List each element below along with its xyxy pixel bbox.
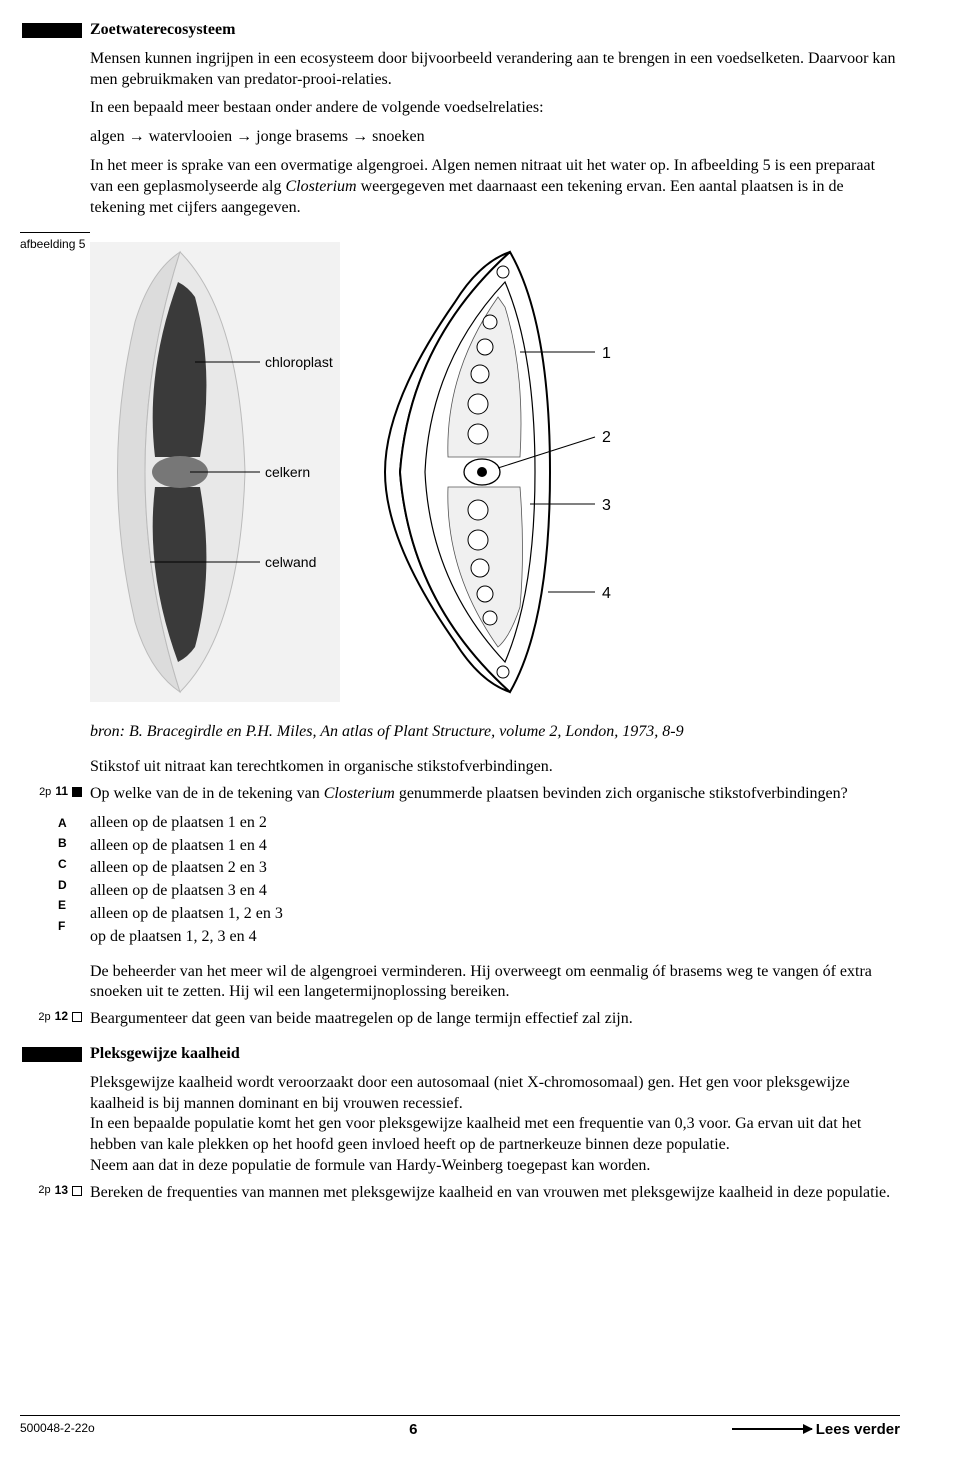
- section-1-p1: Mensen kunnen ingrijpen in een ecosystee…: [90, 49, 900, 91]
- gutter: A B C D E F: [20, 813, 90, 935]
- open-square-icon: [72, 1186, 82, 1196]
- section-1-title: Zoetwaterecosysteem: [90, 20, 900, 41]
- section-1-body: Zoetwaterecosysteem Mensen kunnen ingrij…: [90, 20, 900, 226]
- label-celkern: celkern: [265, 464, 310, 480]
- q11-intro-row: Stikstof uit nitraat kan terechtkomen in…: [20, 757, 900, 778]
- section-2-p3: Neem aan dat in deze populatie de formul…: [90, 1156, 900, 1177]
- q11-opt-F: op de plaatsen 1, 2, 3 en 4: [90, 927, 900, 948]
- q13-task: Bereken de frequenties van mannen met pl…: [90, 1183, 900, 1204]
- footer-rule: [20, 1415, 900, 1416]
- section-1-p3: In het meer is sprake van een overmatige…: [90, 156, 900, 218]
- label-chloroplast: chloroplast: [265, 354, 333, 370]
- closterium-photo: chloroplast celkern celwand: [90, 242, 340, 702]
- q11-body: Op welke van de in de tekening van Clost…: [90, 784, 900, 807]
- diagram-num-4: 4: [602, 585, 611, 602]
- food-chain: algen → watervlooien → jonge brasems → s…: [90, 127, 900, 148]
- diagram-num-1: 1: [602, 345, 611, 362]
- footer-left: 500048-2-22o: [20, 1421, 95, 1437]
- figure-source: bron: B. Bracegirdle en P.H. Miles, An a…: [90, 722, 810, 743]
- diagram-num-2: 2: [602, 429, 611, 446]
- figure-block: afbeelding 5 chloroplast: [20, 232, 900, 751]
- q11-opt-D: alleen op de plaatsen 3 en 4: [90, 881, 900, 902]
- open-square-icon: [72, 1012, 82, 1022]
- q11-options: alleen op de plaatsen 1 en 2 alleen op d…: [90, 813, 900, 948]
- arrow-right-icon: [732, 1428, 812, 1430]
- q11-letters: A B C D E F: [58, 813, 82, 935]
- filled-square-icon: [72, 787, 82, 797]
- q11-question: Op welke van de in de tekening van Clost…: [90, 784, 900, 805]
- q11-marker: 2p 11: [39, 784, 82, 800]
- section-2-p1: Pleksgewijze kaalheid wordt veroorzaakt …: [90, 1073, 900, 1115]
- title-text: Pleksgewijze kaalheid: [90, 1045, 240, 1062]
- q13-row: 2p 13 Bereken de frequenties van mannen …: [20, 1183, 900, 1204]
- label-celwand: celwand: [265, 554, 316, 570]
- q12-row: 2p 12 Beargumenteer dat geen van beide m…: [20, 1009, 900, 1030]
- q11-options-row: A B C D E F alleen op de plaatsen 1 en 2…: [20, 813, 900, 948]
- figure-body: chloroplast celkern celwand: [90, 232, 900, 751]
- title-text: Zoetwaterecosysteem: [90, 21, 235, 38]
- q11-opt-E: alleen op de plaatsen 1, 2 en 3: [90, 904, 900, 925]
- page-footer: 500048-2-22o 6 Lees verder: [20, 1415, 900, 1440]
- page: Zoetwaterecosysteem Mensen kunnen ingrij…: [0, 0, 960, 1459]
- section-2-block: Pleksgewijze kaalheid Pleksgewijze kaalh…: [20, 1044, 900, 1177]
- heading-marker: [22, 23, 82, 38]
- gutter: afbeelding 5: [20, 232, 90, 253]
- q12-task: Beargumenteer dat geen van beide maatreg…: [90, 1009, 900, 1030]
- section-1-p2: In een bepaald meer bestaan onder andere…: [90, 98, 900, 119]
- footer-right: Lees verder: [732, 1420, 900, 1440]
- section-2-title: Pleksgewijze kaalheid: [90, 1044, 900, 1065]
- gutter: 2p 11: [20, 784, 90, 800]
- footer-center: 6: [409, 1420, 417, 1440]
- footer-row: 500048-2-22o 6 Lees verder: [20, 1420, 900, 1440]
- gutter: [20, 20, 90, 38]
- q11-intro: Stikstof uit nitraat kan terechtkomen in…: [90, 757, 900, 778]
- gutter: [20, 1044, 90, 1062]
- section-1-block: Zoetwaterecosysteem Mensen kunnen ingrij…: [20, 20, 900, 226]
- q11-row: 2p 11 Op welke van de in de tekening van…: [20, 784, 900, 807]
- figure-rule: [20, 232, 90, 233]
- q11-opt-A: alleen op de plaatsen 1 en 2: [90, 813, 900, 834]
- heading-marker: [22, 1047, 82, 1062]
- figure-label: afbeelding 5: [20, 237, 85, 253]
- gutter: 2p 12: [20, 1009, 90, 1025]
- q12-marker: 2p 12: [38, 1009, 82, 1025]
- section-2-body: Pleksgewijze kaalheid Pleksgewijze kaalh…: [90, 1044, 900, 1177]
- gutter: 2p 13: [20, 1183, 90, 1199]
- q11-opt-B: alleen op de plaatsen 1 en 4: [90, 836, 900, 857]
- q12-intro-row: De beheerder van het meer wil de algengr…: [20, 962, 900, 1004]
- diagram-num-3: 3: [602, 497, 611, 514]
- closterium-diagram: 1 2 3 4: [370, 242, 630, 702]
- q13-marker: 2p 13: [38, 1183, 82, 1199]
- q11-opt-C: alleen op de plaatsen 2 en 3: [90, 858, 900, 879]
- section-2-p2: In een bepaalde populatie komt het gen v…: [90, 1114, 900, 1156]
- figure-area: chloroplast celkern celwand: [90, 242, 900, 702]
- q12-intro: De beheerder van het meer wil de algengr…: [90, 962, 900, 1004]
